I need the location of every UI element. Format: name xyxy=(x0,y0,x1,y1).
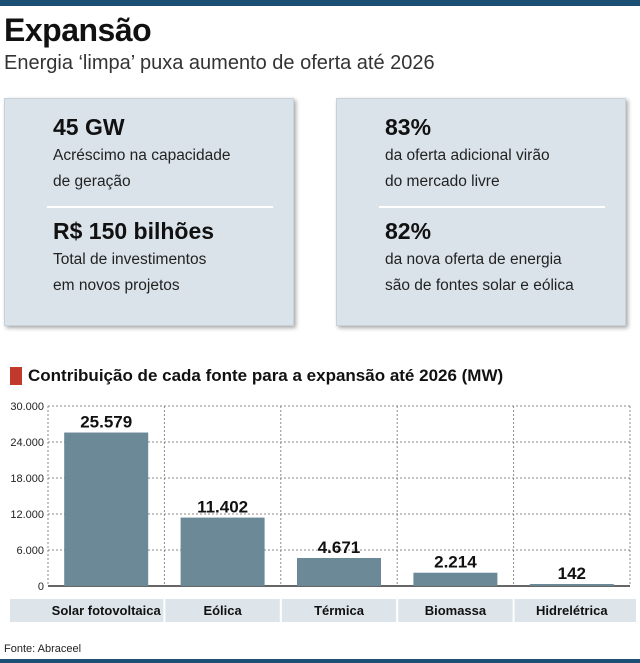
category-label: Eólica xyxy=(203,603,242,618)
bar-value-label: 142 xyxy=(558,564,586,583)
chart-title-marker xyxy=(10,367,22,385)
stat-value: 45 GW xyxy=(53,114,125,140)
bar xyxy=(413,572,498,586)
stat-value: 82% xyxy=(385,218,432,244)
y-tick-label: 12.000 xyxy=(10,509,44,521)
category-label: Solar fotovoltaica xyxy=(52,603,162,618)
stat-description-line: de geração xyxy=(53,173,131,190)
stat-investments: R$ 150 bilhões Total de investimentos em… xyxy=(53,217,283,299)
bar xyxy=(180,517,265,586)
stats-card-right: 83% da oferta adicional virão do mercado… xyxy=(336,98,626,326)
bar xyxy=(529,584,614,586)
bar xyxy=(297,557,381,586)
stat-description-line: da nova oferta de energia xyxy=(385,251,562,268)
category-label: Hidrelétrica xyxy=(536,603,608,618)
stat-description-line: Total de investimentos xyxy=(53,251,207,268)
chart-header: Contribuição de cada fonte para a expans… xyxy=(10,366,503,386)
stat-solar-wind: 82% da nova oferta de energia são de fon… xyxy=(385,217,615,299)
stat-description-line: do mercado livre xyxy=(385,173,500,190)
stat-description-line: em novos projetos xyxy=(53,277,180,294)
bar xyxy=(64,432,149,586)
chart-title: Contribuição de cada fonte para a expans… xyxy=(28,366,504,385)
stat-value: 83% xyxy=(385,114,432,140)
stat-description: Acréscimo na capacidade de geração xyxy=(53,143,283,195)
category-label: Biomassa xyxy=(425,603,487,618)
stat-description: da oferta adicional virão do mercado liv… xyxy=(385,143,615,195)
stats-card-left: 45 GW Acréscimo na capacidade de geração… xyxy=(4,98,294,326)
y-tick-label: 24.000 xyxy=(10,437,44,449)
card-divider xyxy=(379,206,605,208)
category-label-band xyxy=(10,599,636,622)
stat-description-line: da oferta adicional virão xyxy=(385,147,550,164)
source-note: Fonte: Abraceel xyxy=(4,643,82,655)
card-divider xyxy=(47,206,273,208)
stat-free-market: 83% da oferta adicional virão do mercado… xyxy=(385,113,615,195)
bottom-rule xyxy=(0,659,640,663)
page-title: Expansão xyxy=(4,12,152,48)
y-tick-label: 30.000 xyxy=(10,401,44,413)
bar-value-label: 2.214 xyxy=(434,553,477,572)
stat-capacity: 45 GW Acréscimo na capacidade de geração xyxy=(53,113,283,195)
top-rule xyxy=(0,0,640,6)
page-subtitle: Energia ‘limpa’ puxa aumento de oferta a… xyxy=(4,52,435,74)
bar-chart: 0 6.000 12.000 18.000 24.000 30.000 25.579 Sola… xyxy=(10,401,636,622)
category-label: Térmica xyxy=(314,603,365,618)
stat-description-line: são de fontes solar e eólica xyxy=(385,277,574,294)
y-tick-label: 6.000 xyxy=(16,545,44,557)
bar-value-label: 25.579 xyxy=(80,413,132,432)
stat-description: da nova oferta de energia são de fontes … xyxy=(385,247,615,299)
stat-value: R$ 150 bilhões xyxy=(53,218,215,244)
stat-description-line: Acréscimo na capacidade xyxy=(53,147,231,164)
y-tick-label: 0 xyxy=(38,581,44,593)
bar-value-label: 4.671 xyxy=(318,538,361,557)
bar-value-label: 11.402 xyxy=(197,498,248,517)
stat-description: Total de investimentos em novos projetos xyxy=(53,247,283,299)
y-tick-label: 18.000 xyxy=(10,473,44,485)
